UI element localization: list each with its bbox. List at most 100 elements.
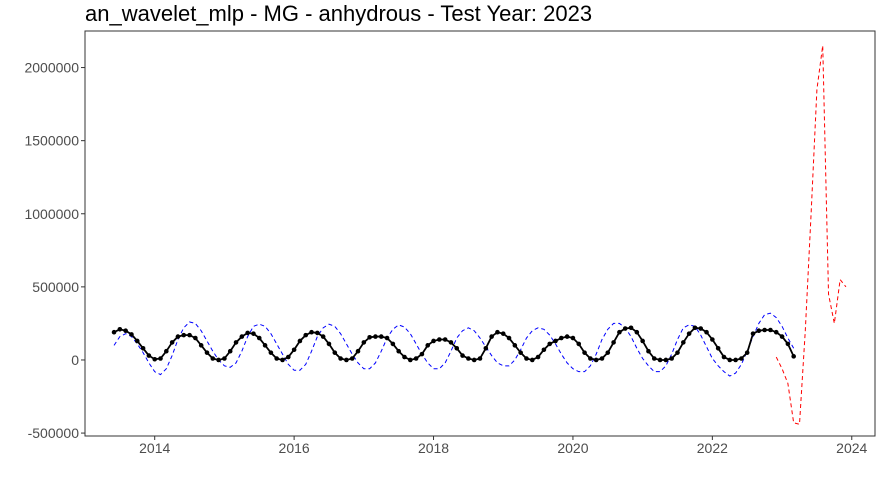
data-point (297, 338, 303, 344)
data-point (309, 329, 314, 335)
data-point (431, 338, 436, 344)
data-point (239, 334, 245, 339)
x-tick-label: 2018 (418, 440, 449, 456)
y-tick-label: 500000 (32, 279, 79, 295)
data-point (198, 343, 204, 348)
x-tick-label: 2014 (139, 440, 170, 456)
data-point (378, 334, 384, 339)
data-point (448, 340, 454, 345)
data-point (140, 345, 146, 351)
data-point (489, 334, 494, 339)
data-point (181, 332, 187, 338)
data-point (268, 350, 274, 355)
data-point (588, 356, 593, 361)
data-point (332, 350, 338, 355)
data-point (251, 331, 256, 336)
plot-panel (84, 30, 876, 437)
series-line-2 (775, 45, 847, 425)
data-point (733, 357, 738, 363)
data-point (762, 327, 767, 333)
y-tick-label: 2000000 (24, 60, 79, 76)
data-point (564, 334, 570, 339)
data-point (402, 354, 407, 360)
x-tick-label: 2024 (836, 440, 867, 456)
data-point (158, 356, 163, 361)
data-point (646, 348, 651, 354)
data-point (681, 340, 686, 345)
data-point (715, 345, 721, 351)
data-point (785, 341, 791, 347)
chart-title: an_wavelet_mlp - MG - anhydrous - Test Y… (85, 1, 593, 26)
data-point (384, 335, 390, 341)
data-point (611, 340, 616, 345)
data-point (315, 330, 320, 336)
data-point (773, 329, 779, 335)
data-point (529, 357, 535, 363)
x-axis: 2014 2016 2018 2020 2022 2024 (139, 436, 868, 456)
data-point (286, 354, 291, 360)
data-point (622, 326, 628, 331)
data-point (628, 325, 634, 331)
data-point (169, 340, 175, 345)
data-point (791, 354, 796, 359)
data-point (466, 356, 471, 361)
x-tick-label: 2020 (557, 440, 588, 456)
data-point (471, 357, 477, 363)
data-point (291, 347, 297, 353)
data-point (355, 348, 361, 354)
data-point (675, 350, 680, 355)
data-point (367, 335, 372, 340)
data-point (413, 356, 419, 361)
data-point (570, 335, 576, 341)
data-point (419, 351, 425, 357)
data-point (553, 338, 558, 344)
y-tick-label: 0 (71, 352, 79, 368)
data-point (779, 334, 785, 339)
data-point (663, 357, 669, 363)
y-tick-label: -500000 (28, 425, 80, 441)
data-point (669, 356, 674, 361)
data-point (454, 345, 460, 351)
data-point (407, 357, 413, 363)
data-point (245, 330, 250, 336)
data-point (320, 334, 326, 339)
data-point (361, 340, 367, 345)
data-point (425, 343, 431, 348)
data-point (152, 356, 158, 362)
data-point (657, 357, 663, 363)
data-point (164, 348, 169, 354)
data-point (111, 329, 117, 335)
data-point (262, 343, 268, 348)
data-point (222, 356, 227, 361)
data-point (303, 332, 309, 338)
data-point (617, 329, 622, 335)
data-point (442, 337, 448, 342)
data-point (146, 353, 152, 358)
data-point (768, 327, 773, 333)
data-point (599, 356, 605, 361)
data-point (640, 338, 645, 344)
y-tick-label: 1000000 (24, 206, 79, 222)
data-point (338, 356, 343, 361)
data-point (698, 326, 704, 331)
y-axis: -500000 0 500000 1000000 1500000 2000000 (24, 60, 85, 441)
data-point (344, 357, 349, 363)
data-point (204, 350, 210, 355)
data-point (483, 345, 489, 351)
data-point (349, 356, 355, 361)
data-point (216, 357, 221, 363)
data-point (460, 353, 465, 358)
data-point (193, 335, 198, 341)
data-point (256, 335, 262, 341)
data-point (704, 329, 709, 335)
data-point (210, 356, 216, 361)
data-point (129, 332, 134, 337)
data-point (576, 341, 582, 347)
data-point (495, 329, 500, 335)
data-point (518, 350, 523, 355)
data-point (750, 331, 756, 336)
data-point (187, 332, 192, 338)
y-tick-label: 1500000 (24, 133, 79, 149)
data-point (605, 350, 611, 355)
